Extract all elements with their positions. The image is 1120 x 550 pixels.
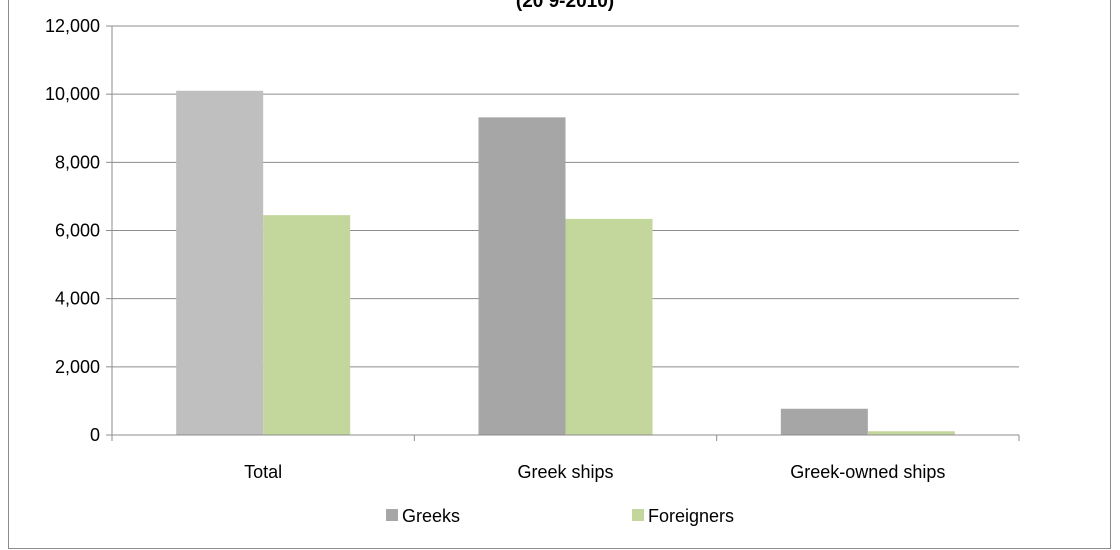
y-tick-label: 8,000 xyxy=(55,152,100,172)
legend-swatch-greeks xyxy=(386,509,398,521)
bar-greeks-2 xyxy=(780,408,868,435)
tick-labels: 0 2,000 4,000 6,000 8,000 10,000 12,000 Total Gr… xyxy=(45,16,945,482)
y-tick-label: 10,000 xyxy=(45,84,100,104)
bar-foreigners-0 xyxy=(263,215,351,435)
x-tick-label: Greek-owned ships xyxy=(790,462,945,482)
legend-label-greeks: Greeks xyxy=(402,506,460,526)
chart-title: (20 9-2010) xyxy=(516,0,614,12)
bar-greeks-1 xyxy=(478,117,566,436)
y-tick-label: 12,000 xyxy=(45,16,100,36)
x-tick-label: Greek ships xyxy=(517,462,613,482)
legend: Greeks Foreigners xyxy=(386,506,734,526)
axes xyxy=(106,25,1020,441)
y-tick-label: 2,000 xyxy=(55,357,100,377)
bar-foreigners-2 xyxy=(867,431,955,435)
y-tick-label: 0 xyxy=(90,425,100,445)
bar-greeks-0 xyxy=(176,90,264,435)
bars xyxy=(176,90,955,436)
y-tick-label: 6,000 xyxy=(55,221,100,241)
legend-swatch-foreigners xyxy=(632,509,644,521)
bar-foreigners-1 xyxy=(565,218,653,435)
x-tick-label: Total xyxy=(244,462,282,482)
y-tick-label: 4,000 xyxy=(55,289,100,309)
legend-label-foreigners: Foreigners xyxy=(648,506,734,526)
